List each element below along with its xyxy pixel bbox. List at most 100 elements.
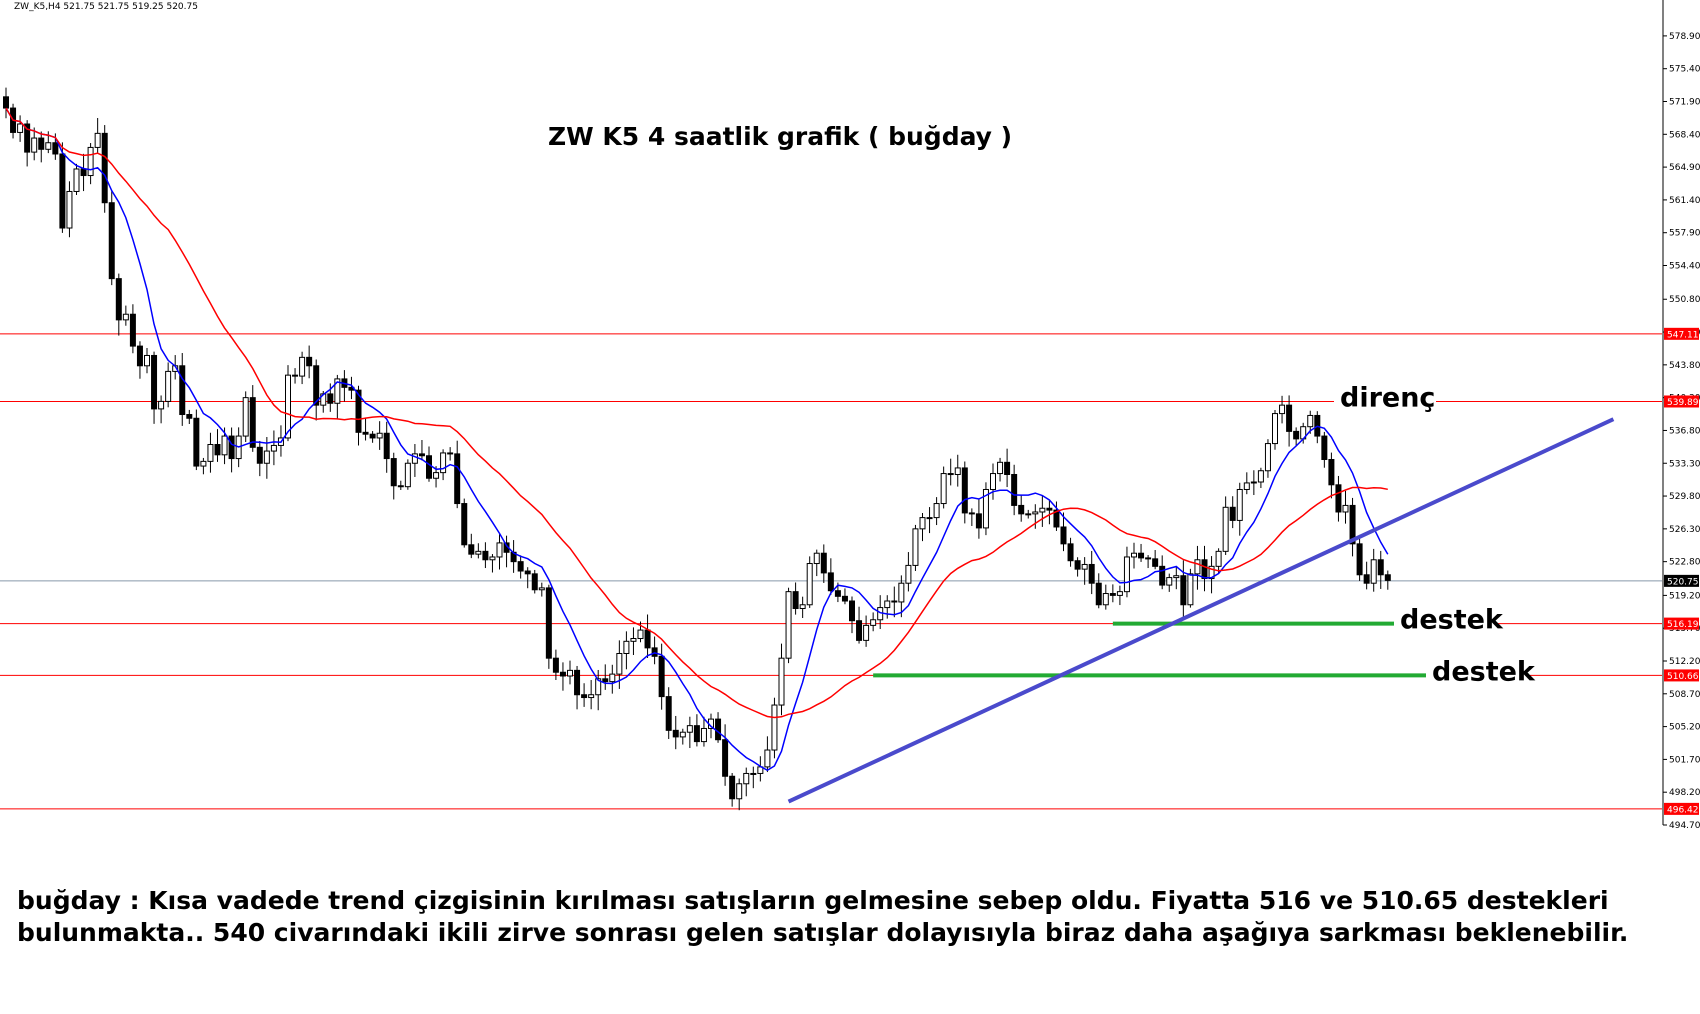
candle-body <box>990 473 996 490</box>
candles <box>3 87 1391 811</box>
candle-body <box>249 397 256 448</box>
candle-body <box>355 389 362 433</box>
candle-body <box>1053 509 1060 528</box>
level-badge-3: 510.66 <box>1667 672 1699 682</box>
candle-body <box>870 619 877 626</box>
candle-body <box>637 629 644 640</box>
candle-body <box>933 503 940 519</box>
candle-body <box>595 678 602 696</box>
candle-body <box>433 472 440 479</box>
candle-body <box>1173 575 1180 579</box>
candle-body <box>1032 511 1039 515</box>
candle-body <box>686 725 693 733</box>
candle-body <box>292 374 299 377</box>
y-tick-label: 529.80 <box>1669 492 1700 502</box>
moving-averages <box>5 107 1389 772</box>
candle-body <box>1131 552 1137 558</box>
candle-body <box>898 582 905 603</box>
candle-body <box>693 725 700 743</box>
candle-body <box>461 503 468 546</box>
candle-body <box>1264 443 1271 472</box>
candle-body <box>968 512 975 515</box>
candle-body <box>1145 557 1152 560</box>
candle-body <box>207 444 214 462</box>
candle-body <box>954 467 961 475</box>
candle-body <box>905 564 912 584</box>
candle-body <box>1180 575 1187 606</box>
candle-body <box>200 460 207 467</box>
candle-body <box>144 354 150 367</box>
y-tick-label: 533.30 <box>1669 459 1700 469</box>
candle-body <box>158 400 165 410</box>
candle-body <box>1349 504 1356 545</box>
candle-body <box>841 595 848 602</box>
y-tick-label: 526.30 <box>1669 525 1700 535</box>
candle-body <box>108 202 115 280</box>
candle-body <box>1222 506 1229 552</box>
current-price-badge-bg <box>1664 574 1699 587</box>
candle-body <box>475 550 482 555</box>
candle-body <box>468 544 475 555</box>
candle-body <box>849 600 855 622</box>
candle-body <box>376 432 383 439</box>
y-tick-label: 498.20 <box>1669 788 1700 798</box>
candle-body <box>397 485 404 488</box>
candle-body <box>1377 559 1384 576</box>
candle-body <box>1328 459 1335 486</box>
candle-body <box>165 370 172 402</box>
candle-body <box>263 450 270 464</box>
y-tick-label: 550.80 <box>1669 295 1700 305</box>
candle-body <box>306 356 313 367</box>
candle-body <box>552 657 559 673</box>
candle-body <box>334 378 341 404</box>
candle-body <box>912 528 919 566</box>
candle-body <box>186 414 193 419</box>
y-tick-label: 501.70 <box>1669 755 1700 765</box>
level-badge-2-bg <box>1664 617 1699 630</box>
candle-body <box>609 673 616 683</box>
candle-body <box>179 365 186 416</box>
candle-body <box>1307 414 1314 428</box>
candle-body <box>1272 413 1278 445</box>
candle-body <box>771 704 778 751</box>
candle-body <box>447 452 454 455</box>
candle-body <box>623 640 630 654</box>
level-badge-0: 547.11 <box>1667 330 1699 340</box>
candle-body <box>1363 574 1370 584</box>
level-badge-4-bg <box>1664 802 1699 815</box>
candle-body <box>1194 559 1201 575</box>
candle-body <box>1074 560 1081 570</box>
candle-body <box>827 572 834 592</box>
candle-body <box>947 473 954 476</box>
candle-body <box>1201 559 1208 580</box>
candle-body <box>313 365 320 406</box>
y-tick-label: 564.90 <box>1669 163 1700 173</box>
candle-body <box>80 168 87 177</box>
candle-body <box>616 652 623 675</box>
candle-body <box>115 278 122 321</box>
candle-body <box>602 678 609 683</box>
chart-title: ZW K5 4 saatlik grafik ( buğday ) <box>548 122 1012 151</box>
candle-body <box>792 591 799 610</box>
candle-body <box>1095 582 1102 606</box>
candle-body <box>856 620 863 641</box>
candle-body <box>1243 482 1250 490</box>
trendline <box>787 417 1615 804</box>
candle-body <box>997 461 1004 475</box>
annotation-bg <box>1426 655 1528 686</box>
candle-body <box>1293 430 1300 440</box>
candle-body <box>489 556 496 561</box>
candle-body <box>362 431 369 435</box>
candle-body <box>834 590 841 597</box>
candle-body <box>440 452 447 474</box>
ma-fast-line <box>5 107 1389 772</box>
candle-body <box>228 435 235 460</box>
candle-body <box>891 600 898 603</box>
candle-body <box>813 552 820 565</box>
candle-body <box>87 146 94 177</box>
candle-body <box>785 591 792 659</box>
candle-body <box>581 694 588 699</box>
candle-body <box>66 190 73 229</box>
candle-body <box>1081 563 1088 570</box>
